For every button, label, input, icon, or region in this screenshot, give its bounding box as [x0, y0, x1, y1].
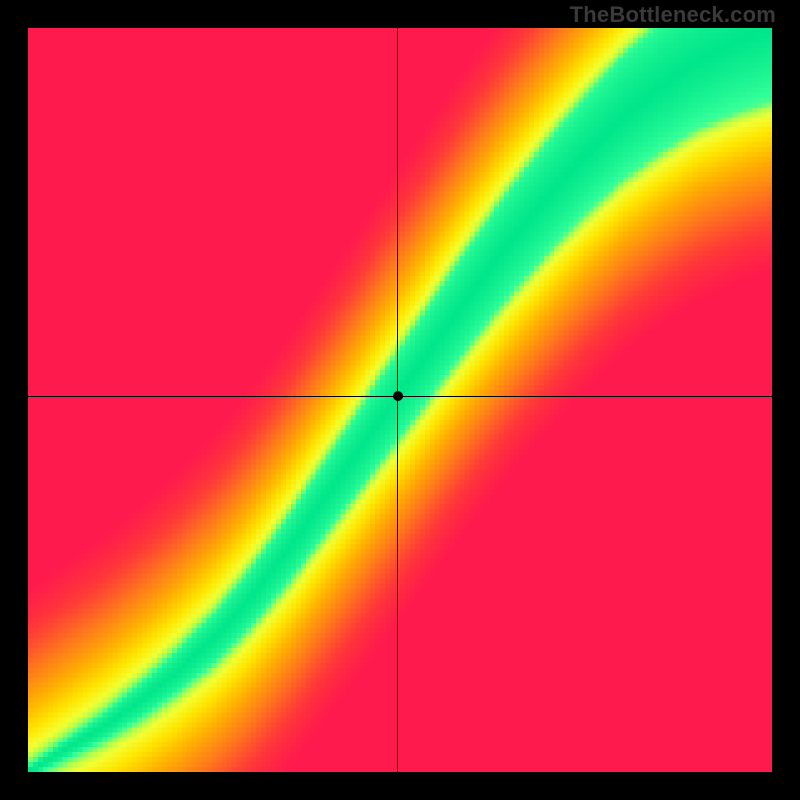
selection-marker [393, 391, 403, 401]
chart-container: { "watermark": { "text": "TheBottleneck.… [0, 0, 800, 800]
watermark-text: TheBottleneck.com [570, 2, 776, 28]
